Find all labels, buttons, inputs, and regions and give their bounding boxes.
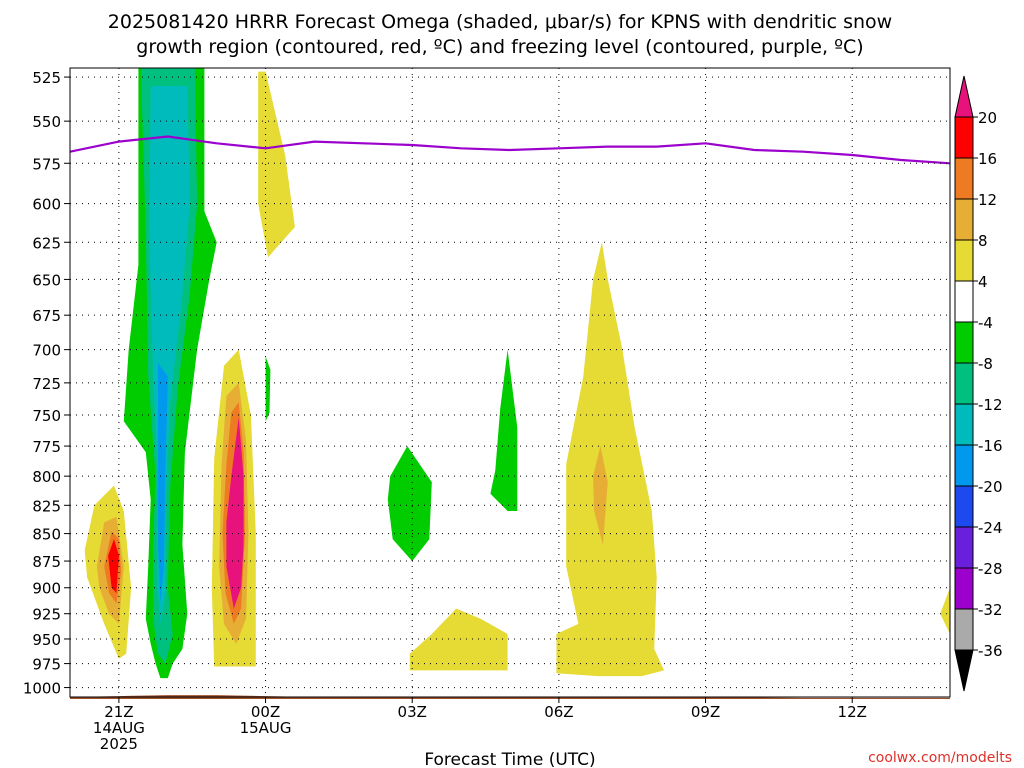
colorbar-label: 12: [978, 191, 997, 209]
omega-region-17: [556, 242, 664, 677]
y-tick-label: 850: [32, 526, 61, 544]
omega-region-18: [593, 446, 608, 545]
colorbar-band: [954, 362, 974, 405]
omega-region-12: [258, 71, 295, 258]
colorbar-label: -16: [978, 437, 1003, 455]
colorbar-band: [954, 239, 974, 282]
x-tick-label: 2025: [100, 735, 138, 753]
y-tick-label: 550: [32, 113, 61, 131]
colorbar-band: [954, 116, 974, 159]
colorbar-band: [954, 403, 974, 446]
y-tick-label: 825: [32, 497, 61, 515]
colorbar-label: -36: [978, 642, 1003, 660]
axes: 525 550 575 600 625 650 675 700 725 750 775 800 825 8…: [23, 67, 951, 753]
colorbar-label: -32: [978, 601, 1003, 619]
colorbar-band: [954, 567, 974, 610]
y-tick-label: 575: [32, 155, 61, 173]
colorbar-band: [954, 608, 974, 651]
y-tick-label: 525: [32, 69, 61, 87]
x-tick-label: 09Z: [691, 703, 720, 721]
freezing-level-line: [70, 135, 950, 165]
omega-region-14: [387, 446, 432, 562]
x-tick-label: 06Z: [544, 703, 573, 721]
colorbar-label: -4: [978, 314, 993, 332]
y-tick-label: 700: [32, 342, 61, 360]
y-tick-label: 875: [32, 553, 61, 571]
omega-region-11: [226, 417, 244, 609]
y-tick-label: 725: [32, 375, 61, 393]
colorbar-band: [954, 280, 974, 323]
omega-region-3: [158, 363, 168, 604]
y-tick-label: 1000: [23, 680, 61, 698]
colorbar-label: 8: [978, 232, 988, 250]
y-tick-label: 650: [32, 271, 61, 289]
colorbar-band: [954, 157, 974, 200]
x-axis-label: Forecast Time (UTC): [424, 750, 595, 768]
y-tick-label: 775: [32, 438, 61, 456]
colorbar-band: [954, 444, 974, 487]
y-tick-label: 675: [32, 307, 61, 325]
colorbar-label: -24: [978, 519, 1003, 537]
omega-region-7: [108, 539, 119, 593]
credit-text: coolwx.com/modelts: [868, 750, 1012, 766]
y-tick-label: 625: [32, 234, 61, 252]
colorbar-band: [954, 321, 974, 364]
x-tick-label: 14AUG: [93, 719, 145, 737]
omega-region-15: [490, 349, 518, 511]
plot-area: [70, 68, 950, 699]
chart-title-line2: growth region (contoured, red, ºC) and f…: [136, 36, 863, 58]
chart-title-line1: 2025081420 HRRR Forecast Omega (shaded, …: [108, 11, 892, 33]
omega-region-19: [940, 587, 950, 634]
y-tick-label: 600: [32, 196, 61, 214]
colorbar-label: -12: [978, 396, 1003, 414]
plot-frame: [69, 67, 951, 698]
omega-region-13: [265, 356, 271, 422]
y-tick-label: 925: [32, 606, 61, 624]
colorbar-label: -8: [978, 355, 993, 373]
y-tick-label: 900: [32, 580, 61, 598]
colorbar: 20 16 12 8 4 -4 -8 -12 -16 -20 -24 -28 -32 -36: [954, 75, 1003, 692]
colorbar-bottom-arrow: [954, 649, 974, 692]
colorbar-band: [954, 526, 974, 569]
colorbar-band: [954, 485, 974, 528]
colorbar-label: 20: [978, 109, 997, 127]
omega-region-16: [409, 608, 508, 671]
x-tick-label: 15AUG: [240, 719, 292, 737]
y-tick-label: 800: [32, 468, 61, 486]
colorbar-label: -28: [978, 560, 1003, 578]
x-tick-label: 21Z: [104, 703, 133, 721]
colorbar-label: 4: [978, 273, 988, 291]
x-tick-label: 03Z: [398, 703, 427, 721]
colorbar-label: -20: [978, 478, 1003, 496]
x-tick-label: 00Z: [251, 703, 280, 721]
colorbar-label: 16: [978, 150, 997, 168]
y-tick-label: 950: [32, 631, 61, 649]
y-tick-label: 750: [32, 407, 61, 425]
y-tick-label: 975: [32, 656, 61, 674]
colorbar-band: [954, 198, 974, 241]
colorbar-top-arrow: [954, 75, 974, 118]
x-tick-label: 12Z: [838, 703, 867, 721]
